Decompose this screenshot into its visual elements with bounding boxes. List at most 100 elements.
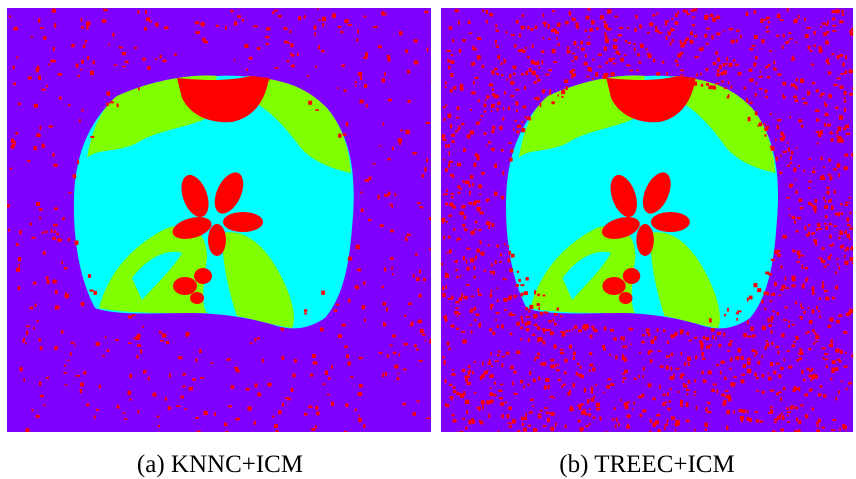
- noise-speck: [448, 347, 451, 351]
- noise-speck: [377, 194, 380, 200]
- noise-speck: [543, 22, 546, 27]
- noise-speck: [789, 38, 793, 40]
- noise-speck: [724, 314, 727, 317]
- noise-speck: [527, 56, 530, 59]
- noise-speck: [210, 362, 213, 364]
- noise-speck: [677, 422, 680, 425]
- noise-speck: [753, 62, 757, 67]
- noise-speck: [769, 113, 772, 115]
- noise-speck: [382, 302, 387, 306]
- noise-speck: [843, 256, 846, 259]
- noise-speck: [106, 349, 110, 352]
- noise-speck: [456, 106, 460, 110]
- noise-speck: [808, 201, 811, 205]
- noise-speck: [450, 133, 455, 137]
- noise-speck: [452, 419, 457, 423]
- noise-speck: [765, 340, 769, 342]
- noise-speck: [524, 116, 528, 119]
- noise-speck: [499, 397, 504, 400]
- noise-speck: [579, 365, 582, 369]
- noise-speck: [615, 417, 618, 422]
- noise-speck: [35, 68, 39, 73]
- noise-speck: [791, 278, 796, 282]
- noise-speck: [535, 74, 539, 78]
- noise-speck: [559, 315, 563, 318]
- noise-speck: [646, 52, 650, 55]
- noise-speck: [656, 72, 661, 76]
- noise-speck: [494, 163, 498, 169]
- noise-speck: [68, 192, 72, 194]
- noise-speck: [278, 14, 282, 18]
- noise-speck: [687, 380, 691, 384]
- noise-speck: [538, 376, 541, 381]
- noise-speck: [520, 73, 525, 76]
- noise-speck: [641, 334, 645, 337]
- noise-speck: [807, 306, 810, 309]
- noise-speck: [827, 71, 832, 75]
- noise-speck: [112, 32, 115, 37]
- noise-speck: [718, 343, 722, 348]
- noise-speck: [48, 125, 53, 128]
- noise-speck: [230, 385, 235, 389]
- noise-speck: [778, 415, 781, 420]
- noise-speck: [723, 399, 727, 405]
- noise-speck: [836, 135, 839, 138]
- noise-speck: [832, 242, 835, 246]
- noise-speck: [698, 48, 703, 52]
- noise-speck: [501, 149, 504, 152]
- noise-speck: [355, 285, 359, 290]
- noise-speck: [716, 364, 720, 367]
- noise-speck: [837, 212, 841, 217]
- noise-speck: [823, 222, 827, 225]
- noise-speck: [591, 20, 595, 25]
- noise-speck: [822, 357, 825, 360]
- noise-speck: [528, 116, 531, 121]
- noise-speck: [135, 335, 140, 340]
- noise-speck: [838, 236, 841, 240]
- noise-speck: [36, 133, 41, 137]
- noise-speck: [528, 68, 532, 72]
- noise-speck: [813, 44, 816, 47]
- noise-speck: [490, 365, 494, 367]
- noise-speck: [387, 57, 391, 62]
- noise-speck: [845, 124, 850, 128]
- noise-speck: [246, 68, 248, 71]
- noise-speck: [545, 380, 550, 382]
- noise-speck: [835, 271, 838, 275]
- noise-speck: [381, 78, 385, 83]
- noise-speck: [182, 373, 186, 376]
- noise-speck: [488, 224, 491, 229]
- noise-speck: [494, 394, 497, 397]
- noise-speck: [505, 351, 510, 355]
- noise-speck: [781, 333, 785, 338]
- noise-speck: [11, 138, 14, 144]
- noise-speck: [812, 374, 817, 379]
- noise-speck: [296, 52, 299, 57]
- noise-speck: [476, 406, 481, 409]
- noise-speck: [841, 13, 845, 16]
- noise-speck: [29, 222, 32, 226]
- noise-speck: [483, 110, 487, 113]
- noise-speck: [796, 216, 801, 220]
- noise-speck: [633, 377, 637, 380]
- noise-speck: [751, 349, 756, 352]
- noise-speck: [534, 356, 540, 359]
- noise-speck: [479, 193, 482, 196]
- noise-speck: [763, 123, 766, 126]
- noise-speck: [716, 32, 721, 36]
- noise-speck: [317, 8, 319, 10]
- noise-speck: [459, 83, 464, 89]
- noise-speck: [143, 370, 147, 374]
- noise-speck: [740, 355, 744, 360]
- noise-speck: [705, 68, 709, 72]
- noise-speck: [622, 336, 625, 341]
- noise-speck: [406, 233, 411, 236]
- noise-speck: [478, 323, 482, 327]
- noise-speck: [495, 45, 500, 48]
- noise-speck: [798, 420, 802, 425]
- noise-speck: [791, 57, 795, 61]
- noise-speck: [782, 135, 786, 140]
- noise-speck: [483, 103, 487, 108]
- noise-speck: [759, 88, 763, 90]
- noise-speck: [787, 40, 790, 43]
